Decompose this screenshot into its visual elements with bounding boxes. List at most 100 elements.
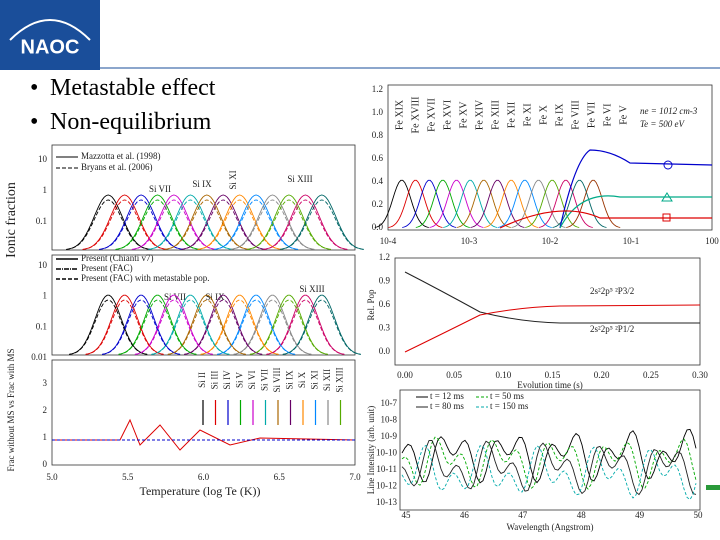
curve — [230, 199, 315, 250]
curve — [559, 149, 713, 229]
ion-label: Si XIII — [335, 367, 345, 392]
x-tick-label: 10-1 — [623, 236, 640, 246]
curve — [374, 179, 429, 228]
curve — [214, 199, 299, 250]
ion-label: Fe XVI — [442, 100, 453, 130]
ion-label: Fe VI — [602, 104, 613, 127]
curve — [167, 299, 246, 355]
curve — [233, 299, 312, 355]
curve — [52, 418, 356, 451]
curve — [401, 440, 697, 496]
curve — [282, 299, 361, 355]
y-tick-label: 1 — [43, 185, 48, 195]
ion-label: Fe XVIII — [410, 97, 421, 134]
x-tick-label: 10-4 — [380, 236, 397, 246]
curve — [525, 179, 580, 228]
ion-label: Si VI — [247, 370, 257, 389]
y-tick-label: 10-8 — [381, 415, 398, 425]
ion-label: Fe X — [538, 104, 549, 125]
bullet: • — [30, 75, 38, 101]
curve — [85, 299, 164, 355]
ion-label: Si VII — [164, 292, 186, 302]
curve — [388, 179, 443, 228]
curve — [404, 271, 700, 324]
legend-label: Bryans et al. (2006) — [81, 162, 152, 172]
ion-label: Si VII — [149, 184, 171, 194]
curve — [263, 199, 348, 250]
curve — [402, 179, 457, 228]
curve — [217, 299, 296, 355]
y-tick-label: 0.1 — [36, 321, 47, 331]
legend-label: t = 150 ms — [490, 401, 529, 411]
ion-label: Fe VIII — [570, 100, 581, 130]
ion-label: Si XI — [310, 370, 320, 389]
y-axis-label: Rel. Pop — [366, 289, 376, 321]
curve — [404, 304, 701, 353]
marker — [661, 192, 673, 202]
curve — [499, 210, 712, 229]
x-tick-label: 48 — [577, 510, 587, 520]
y-tick-label: 0.4 — [372, 176, 384, 186]
y-tick-label: 10-11 — [376, 464, 397, 474]
y-axis-label: Ionic fraction — [4, 182, 19, 258]
ion-label: Si V — [235, 371, 245, 388]
curve — [266, 294, 345, 355]
y-tick-label: 0.0 — [379, 346, 391, 356]
y-tick-label: 1 — [43, 291, 48, 301]
y-tick-label: 10-7 — [381, 398, 398, 408]
curve — [266, 299, 345, 355]
y-tick-label: 0.1 — [36, 216, 47, 226]
ion-label: Si III — [210, 371, 220, 390]
curve — [429, 179, 484, 228]
y-tick-label: 1 — [43, 432, 48, 442]
x-tick-label: 50 — [694, 510, 704, 520]
legend-label: t = 50 ms — [490, 391, 524, 401]
curve — [249, 299, 328, 355]
curve — [131, 199, 216, 250]
ion-label: Si VIII — [272, 367, 282, 392]
x-tick-label: 7.0 — [349, 472, 361, 482]
ion-label: Si II — [197, 372, 207, 388]
x-tick-label: 0.20 — [594, 370, 610, 380]
y-tick-label: 0.9 — [379, 276, 391, 286]
ion-label: Si IX — [205, 292, 225, 302]
ion-label: Si IX — [285, 370, 295, 390]
ion-label: Si IV — [222, 370, 232, 390]
x-tick-label: 0.30 — [692, 370, 708, 380]
ion-label: Fe XI — [522, 103, 533, 126]
y-tick-label: 10 — [38, 154, 48, 164]
marker — [662, 213, 671, 222]
curve — [164, 199, 249, 250]
legend-label: Mazzotta et al. (1998) — [81, 151, 160, 161]
curve — [415, 179, 470, 228]
x-tick-label: 47 — [518, 510, 528, 520]
curve — [401, 428, 697, 484]
x-axis-label: Wavelength (Angstrom) — [506, 522, 593, 532]
ion-label: Fe XIII — [490, 100, 501, 130]
ion-label: Fe IX — [554, 103, 565, 127]
legend-label: t = 80 ms — [430, 401, 464, 411]
x-tick-label: 10-3 — [461, 236, 478, 246]
y-tick-label: 10-10 — [376, 448, 397, 458]
curve — [401, 436, 697, 490]
y-tick-label: 10-12 — [376, 481, 397, 491]
x-tick-label: 6.5 — [274, 472, 286, 482]
curve — [148, 199, 233, 250]
y-tick-label: 10-9 — [381, 431, 398, 441]
curve — [197, 199, 282, 250]
y-tick-label: 0.8 — [372, 130, 384, 140]
ion-label: Si XII — [322, 369, 332, 391]
curve — [115, 199, 200, 250]
y-tick-label: 0.6 — [372, 153, 384, 163]
x-tick-label: 0.00 — [397, 370, 413, 380]
x-axis-label: Evolution time (s) — [517, 380, 583, 390]
curve — [511, 179, 566, 228]
curve — [69, 299, 148, 355]
level-label: 2s²2p⁵ ²P1/2 — [590, 324, 634, 334]
ion-label: Fe VII — [586, 102, 597, 128]
ion-label: Fe V — [618, 104, 629, 124]
y-tick-label: 10 — [38, 260, 48, 270]
x-tick-label: 100 — [705, 236, 719, 246]
curve — [184, 299, 263, 355]
x-tick-label: 45 — [402, 510, 412, 520]
